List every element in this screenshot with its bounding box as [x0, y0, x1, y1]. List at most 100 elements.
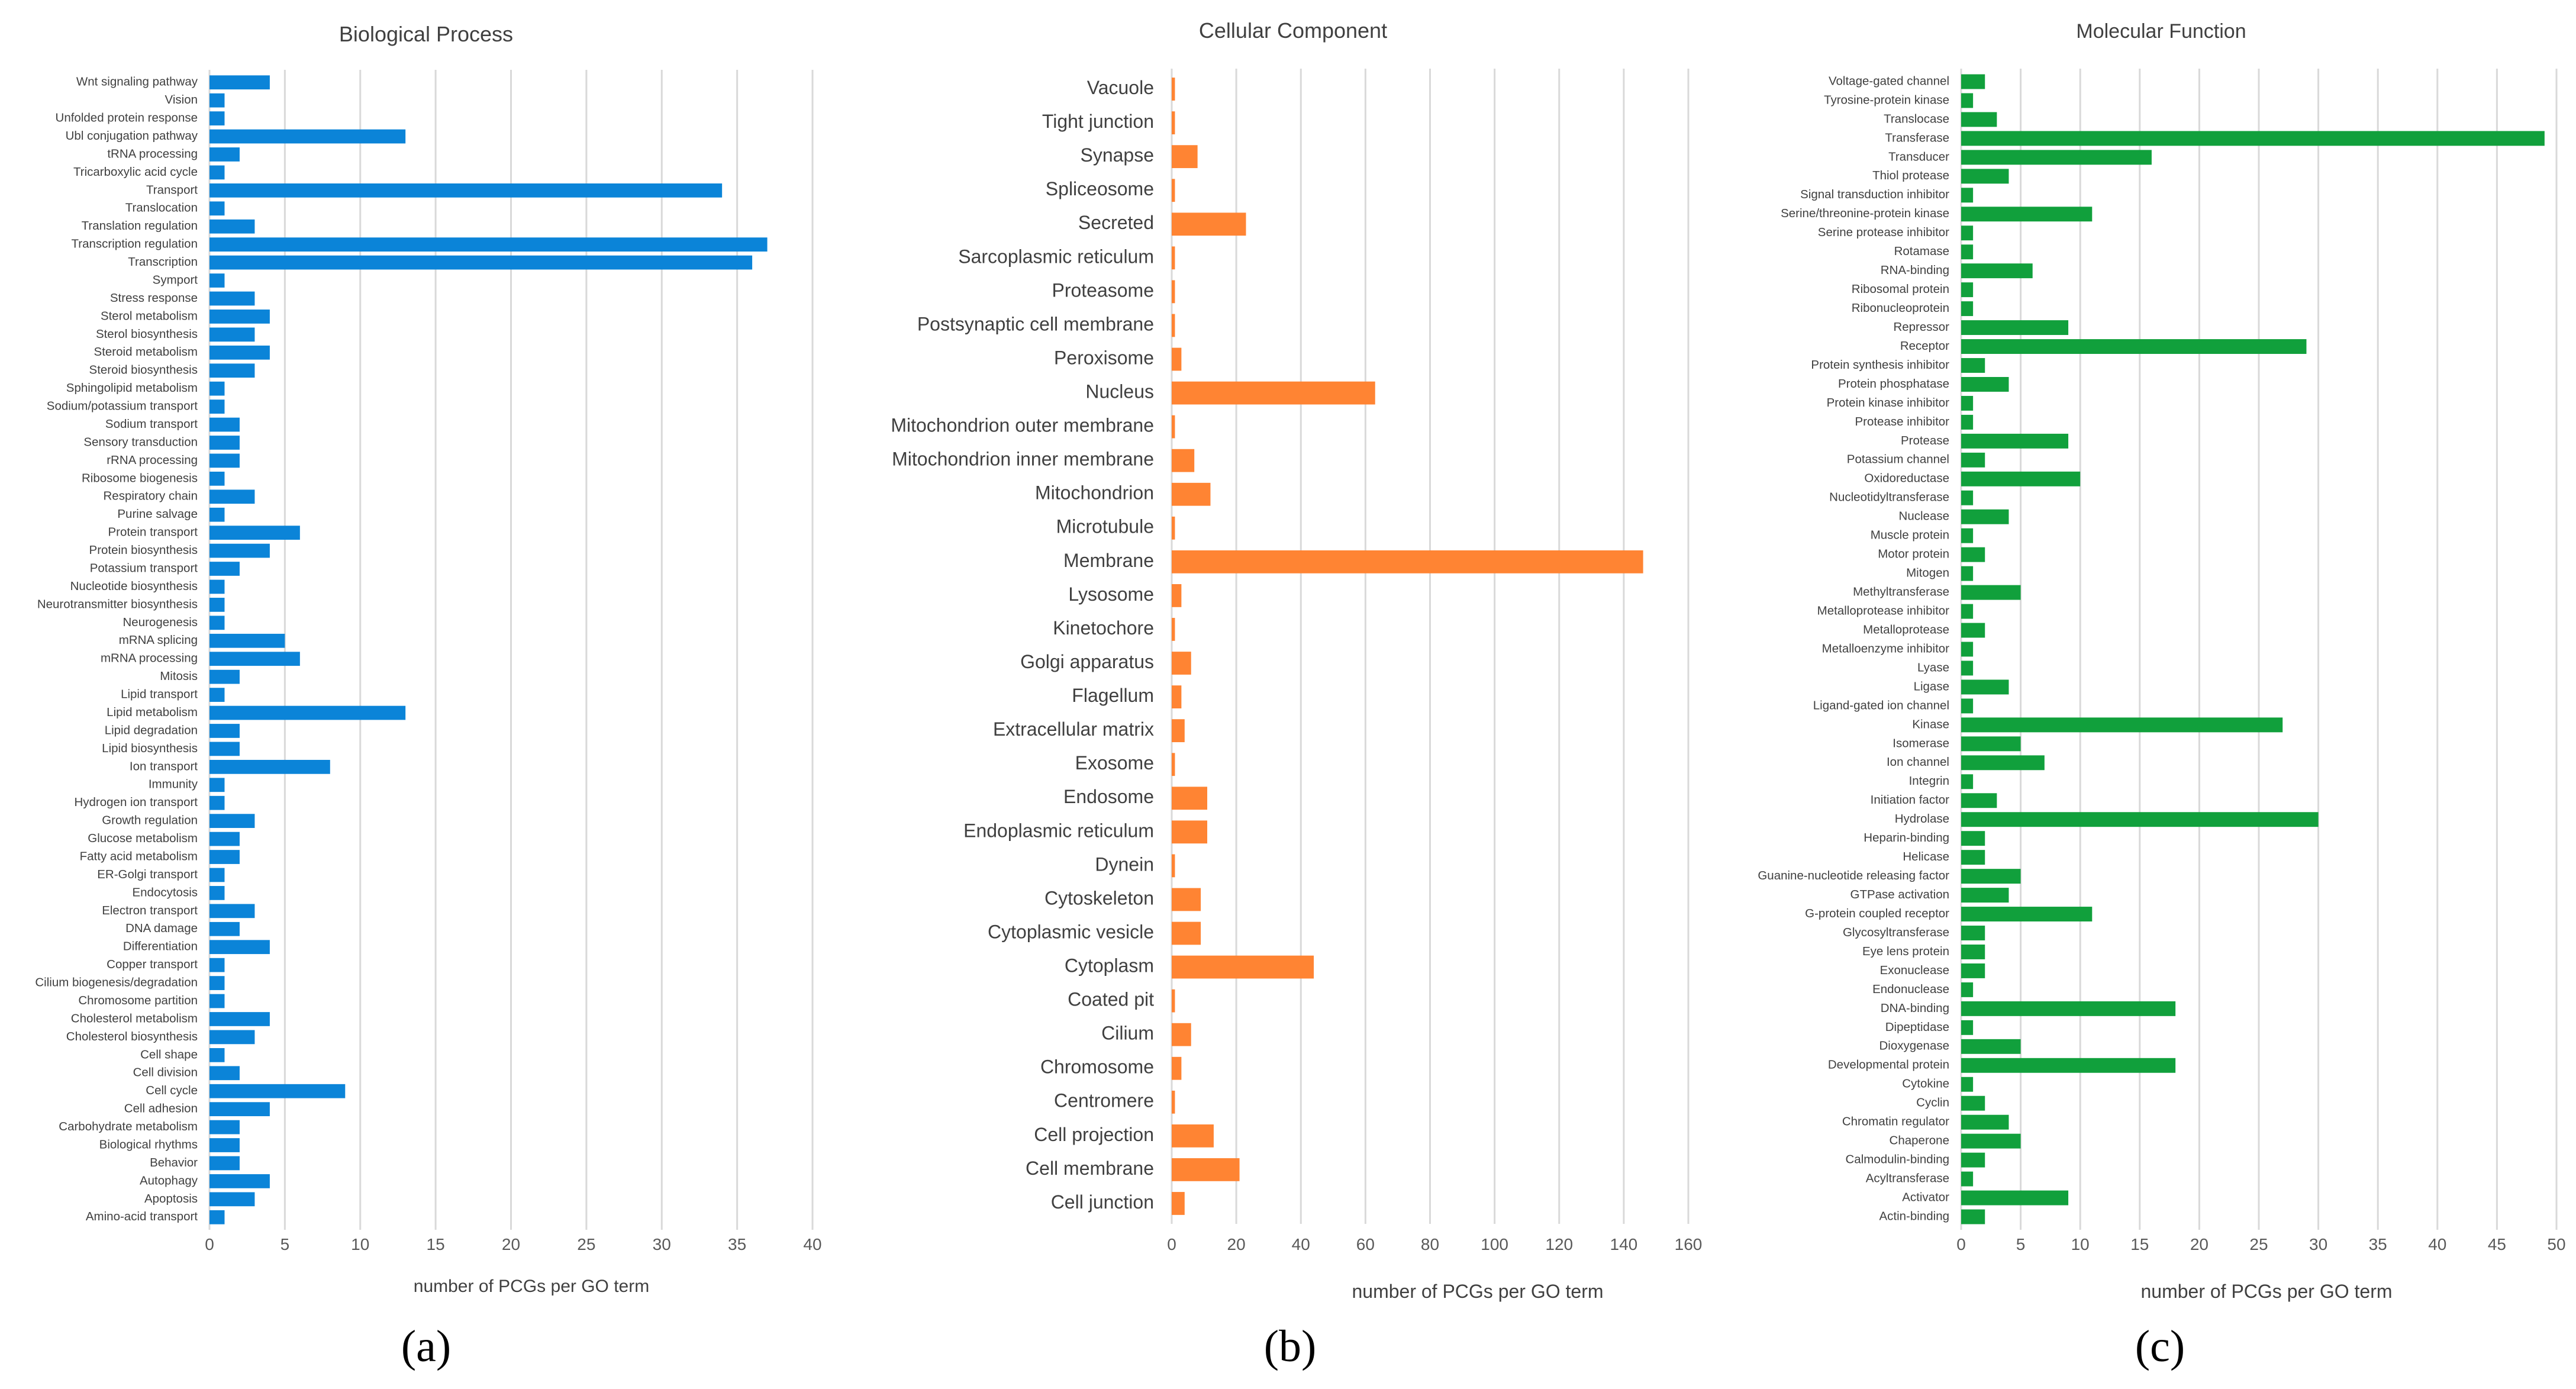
mf-bar: [1961, 150, 2152, 165]
mf-category-label: GTPase activation: [1850, 888, 1950, 901]
mf-bar: [1961, 1020, 1974, 1035]
bp-bar: [209, 1012, 270, 1026]
mf-bar: [1961, 1095, 1985, 1111]
mf-bar: [1961, 926, 1985, 940]
mf-bar: [1961, 414, 1974, 430]
bp-category-label: Sphingolipid metabolism: [66, 381, 198, 395]
bp-bar: [209, 291, 255, 306]
bp-bar: [209, 832, 240, 846]
bp-x-tick-label: 40: [803, 1235, 821, 1253]
cc-bar: [1172, 618, 1175, 641]
bp-bar: [209, 742, 240, 756]
mf-category-label: Potassium channel: [1847, 453, 1949, 466]
cc-category-label: Mitochondrion inner membrane: [892, 449, 1154, 470]
mf-category-label: Ion channel: [1887, 755, 1949, 769]
mf-category-label: Dioxygenase: [1879, 1039, 1949, 1053]
mf-category-label: Repressor: [1893, 320, 1949, 334]
cc-bar: [1172, 246, 1175, 270]
cc-category-label: Lysosome: [1068, 584, 1154, 605]
cc-bar: [1172, 1056, 1182, 1080]
mf-category-label: Translocase: [1884, 112, 1949, 125]
mf-category-label: Ligand-gated ion channel: [1813, 698, 1949, 712]
bp-category-label: Copper transport: [107, 958, 198, 971]
cc-bar: [1172, 145, 1198, 169]
cc-category-label: Dynein: [1095, 853, 1154, 875]
chart-c-bars: [1961, 74, 2545, 1224]
bp-bar: [209, 562, 240, 576]
cellular-component-chart: Cellular Component Vacuole Tight junction…: [891, 18, 1702, 1371]
mf-bar: [1961, 207, 2093, 222]
bp-bar: [209, 417, 240, 432]
bp-bar: [209, 904, 255, 919]
bp-bar: [209, 1120, 240, 1135]
cc-bar: [1172, 955, 1314, 979]
bp-category-label: Ubl conjugation pathway: [66, 129, 198, 143]
bp-category-label: Sterol metabolism: [101, 309, 198, 323]
bp-category-label: Endocytosis: [132, 885, 198, 899]
bp-category-label: Carbohydrate metabolism: [59, 1120, 198, 1133]
mf-category-label: Glycosyltransferase: [1843, 926, 1949, 939]
chart-b-panel-label: (b): [1264, 1322, 1317, 1371]
mf-category-label: Tyrosine-protein kinase: [1824, 93, 1949, 107]
bp-category-label: Respiratory chain: [103, 489, 198, 503]
cc-category-label: Chromosome: [1040, 1056, 1154, 1078]
cc-bar: [1172, 820, 1208, 844]
cc-bar: [1172, 1124, 1214, 1148]
mf-category-label: Guanine-nucleotide releasing factor: [1758, 869, 1949, 882]
bp-bar: [209, 543, 270, 558]
chart-b-x-axis-label: number of PCGs per GO term: [1352, 1281, 1603, 1302]
mf-bar: [1961, 263, 2033, 279]
chart-a-x-axis-label: number of PCGs per GO term: [414, 1277, 649, 1296]
mf-bar: [1961, 1077, 1974, 1092]
mf-bar: [1961, 1001, 2176, 1016]
cc-bar: [1172, 78, 1175, 101]
cc-bar: [1172, 921, 1201, 945]
bp-bar: [209, 994, 225, 1008]
chart-c-panel-label: (c): [2135, 1322, 2185, 1371]
cc-category-label: Coated pit: [1068, 989, 1154, 1010]
cc-bar: [1172, 1192, 1185, 1215]
mf-category-label: Mitogen: [1906, 566, 1949, 580]
mf-category-label: Dipeptidase: [1885, 1020, 1949, 1034]
mf-bar: [1961, 850, 1985, 865]
mf-bar: [1961, 698, 1974, 714]
cc-category-label: Cytoskeleton: [1044, 887, 1154, 908]
mf-bar: [1961, 395, 1974, 411]
bp-category-label: Translation regulation: [82, 219, 198, 233]
cc-category-label: Exosome: [1075, 752, 1154, 774]
bp-bar: [209, 1174, 270, 1188]
mf-bar: [1961, 566, 1974, 581]
cc-category-label: Centromere: [1054, 1090, 1154, 1111]
bp-category-label: Sterol biosynthesis: [96, 327, 198, 341]
bp-category-label: mRNA processing: [101, 652, 198, 665]
mf-category-label: Ribosomal protein: [1852, 282, 1949, 296]
cc-bar: [1172, 449, 1195, 472]
bp-bar: [209, 669, 240, 684]
mf-bar: [1961, 490, 1974, 505]
mf-bar: [1961, 642, 1974, 657]
mf-x-tick-label: 40: [2428, 1235, 2446, 1253]
bp-category-label: Cell adhesion: [124, 1102, 198, 1116]
cc-category-label: Golgi apparatus: [1020, 651, 1154, 672]
mf-category-label: Cyclin: [1916, 1096, 1949, 1110]
bp-category-label: Immunity: [149, 778, 198, 791]
bp-bar: [209, 237, 768, 252]
bp-bar: [209, 75, 270, 90]
mf-category-label: Motor protein: [1878, 547, 1949, 561]
mf-category-label: Heparin-binding: [1864, 831, 1949, 845]
bp-category-label: Cilium biogenesis/degradation: [35, 976, 198, 990]
mf-category-label: RNA-binding: [1881, 263, 1949, 277]
cc-bar: [1172, 516, 1175, 540]
mf-category-label: Metalloprotease inhibitor: [1817, 604, 1950, 617]
cc-bar: [1172, 1023, 1191, 1046]
mf-category-label: Actin-binding: [1879, 1209, 1949, 1223]
mf-bar: [1961, 717, 2283, 733]
cc-category-label: Endoplasmic reticulum: [963, 820, 1154, 841]
bp-category-label: Ribosome biogenesis: [82, 471, 198, 485]
bp-bar: [209, 850, 240, 864]
bp-bar: [209, 1156, 240, 1171]
bp-category-label: Nucleotide biosynthesis: [70, 579, 198, 593]
cc-category-label: Secreted: [1078, 212, 1154, 233]
bp-bar: [209, 1210, 225, 1224]
mf-bar: [1961, 1133, 2021, 1149]
